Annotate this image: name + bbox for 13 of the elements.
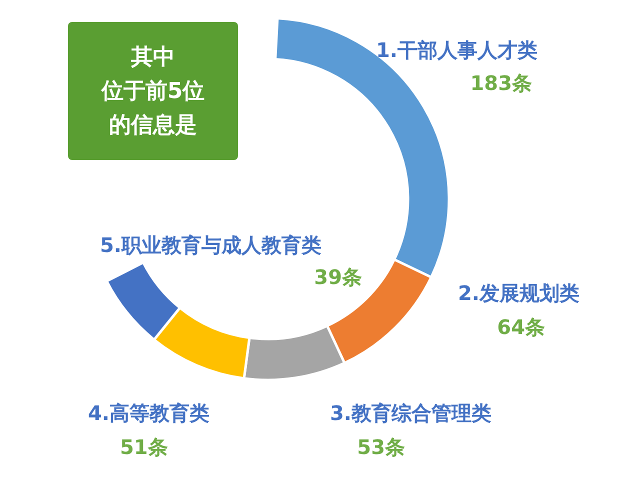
data-label: 53条 bbox=[357, 435, 405, 459]
slice-label: 2.发展规划类 bbox=[458, 281, 580, 305]
slice-label: 3.教育综合管理类 bbox=[330, 401, 492, 425]
text: 其中 bbox=[130, 45, 175, 70]
text: 的信息是 bbox=[109, 113, 197, 138]
data-label: 183条 bbox=[470, 71, 532, 95]
data-label: 51条 bbox=[120, 435, 168, 459]
data-label: 39条 bbox=[314, 265, 362, 289]
slice-label: 4.高等教育类 bbox=[88, 401, 210, 425]
slice-label: 1.干部人事人才类 bbox=[376, 38, 538, 62]
data-label: 64条 bbox=[497, 315, 545, 339]
text: 位于前5位 bbox=[100, 79, 205, 104]
slice-label: 5.职业教育与成人教育类 bbox=[100, 233, 322, 257]
